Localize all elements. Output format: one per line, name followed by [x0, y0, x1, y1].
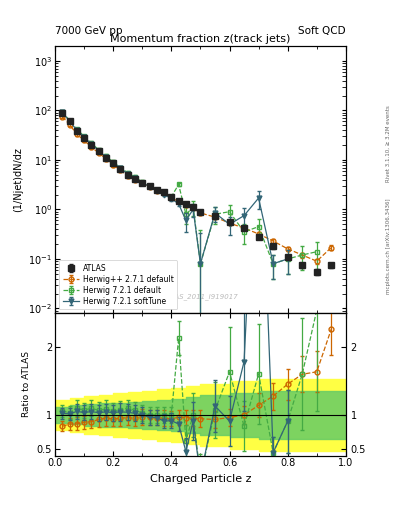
Legend: ATLAS, Herwig++ 2.7.1 default, Herwig 7.2.1 default, Herwig 7.2.1 softTune: ATLAS, Herwig++ 2.7.1 default, Herwig 7.… [59, 260, 177, 309]
Y-axis label: (1/Njet)dN/dz: (1/Njet)dN/dz [13, 147, 23, 212]
Text: mcplots.cern.ch [arXiv:1306.3436]: mcplots.cern.ch [arXiv:1306.3436] [386, 198, 391, 293]
Text: Soft QCD: Soft QCD [298, 26, 346, 36]
Text: ATLAS_2011_I919017: ATLAS_2011_I919017 [163, 293, 238, 300]
Y-axis label: Ratio to ATLAS: Ratio to ATLAS [22, 351, 31, 417]
Text: Rivet 3.1.10, ≥ 3.2M events: Rivet 3.1.10, ≥ 3.2M events [386, 105, 391, 182]
Text: 7000 GeV pp: 7000 GeV pp [55, 26, 123, 36]
Title: Momentum fraction z(track jets): Momentum fraction z(track jets) [110, 34, 290, 44]
X-axis label: Charged Particle z: Charged Particle z [150, 474, 251, 484]
